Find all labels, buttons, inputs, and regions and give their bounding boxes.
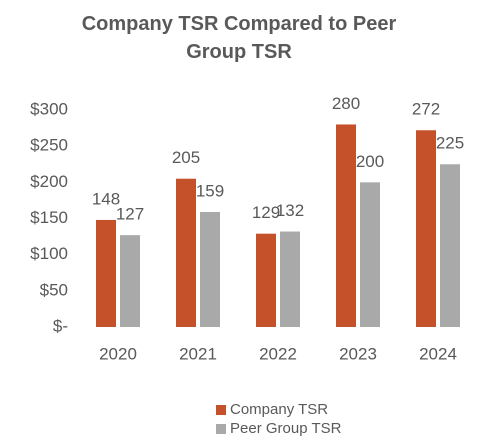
- bar: [200, 211, 220, 327]
- y-tick-label: $50: [40, 280, 68, 299]
- y-tick-label: $100: [30, 244, 68, 263]
- y-tick-label: $-: [53, 316, 68, 335]
- legend-swatch: [216, 405, 226, 415]
- chart-title: Company TSR Compared to Peer Group TSR: [81, 13, 397, 63]
- legend-label: Company TSR: [230, 401, 328, 418]
- data-label: 272: [412, 100, 440, 119]
- data-label: 148: [92, 189, 120, 208]
- data-label: 129: [252, 203, 280, 222]
- x-tick-label: 2024: [419, 344, 457, 363]
- x-tick-label: 2020: [99, 344, 137, 363]
- legend-label: Peer Group TSR: [230, 420, 342, 437]
- data-label: 132: [276, 201, 304, 220]
- data-label: 205: [172, 148, 200, 167]
- y-tick-label: $300: [30, 99, 68, 118]
- data-label: 159: [196, 181, 224, 200]
- data-label: 127: [116, 205, 144, 224]
- x-tick-label: 2022: [259, 344, 297, 363]
- x-tick-label: 2023: [339, 344, 377, 363]
- bar: [336, 124, 356, 327]
- bar: [440, 164, 460, 327]
- y-tick-label: $150: [30, 208, 68, 227]
- bar: [96, 219, 116, 327]
- bar: [256, 233, 276, 327]
- bar: [360, 182, 380, 327]
- x-tick-label: 2021: [179, 344, 217, 363]
- bar: [280, 231, 300, 327]
- bar: [416, 130, 436, 327]
- data-label: 225: [436, 134, 464, 153]
- y-tick-label: $200: [30, 172, 68, 191]
- data-label: 280: [332, 94, 360, 113]
- data-label: 200: [356, 152, 384, 171]
- legend-swatch: [216, 424, 226, 434]
- y-tick-label: $250: [30, 136, 68, 155]
- bar: [176, 178, 196, 327]
- bar: [120, 235, 140, 327]
